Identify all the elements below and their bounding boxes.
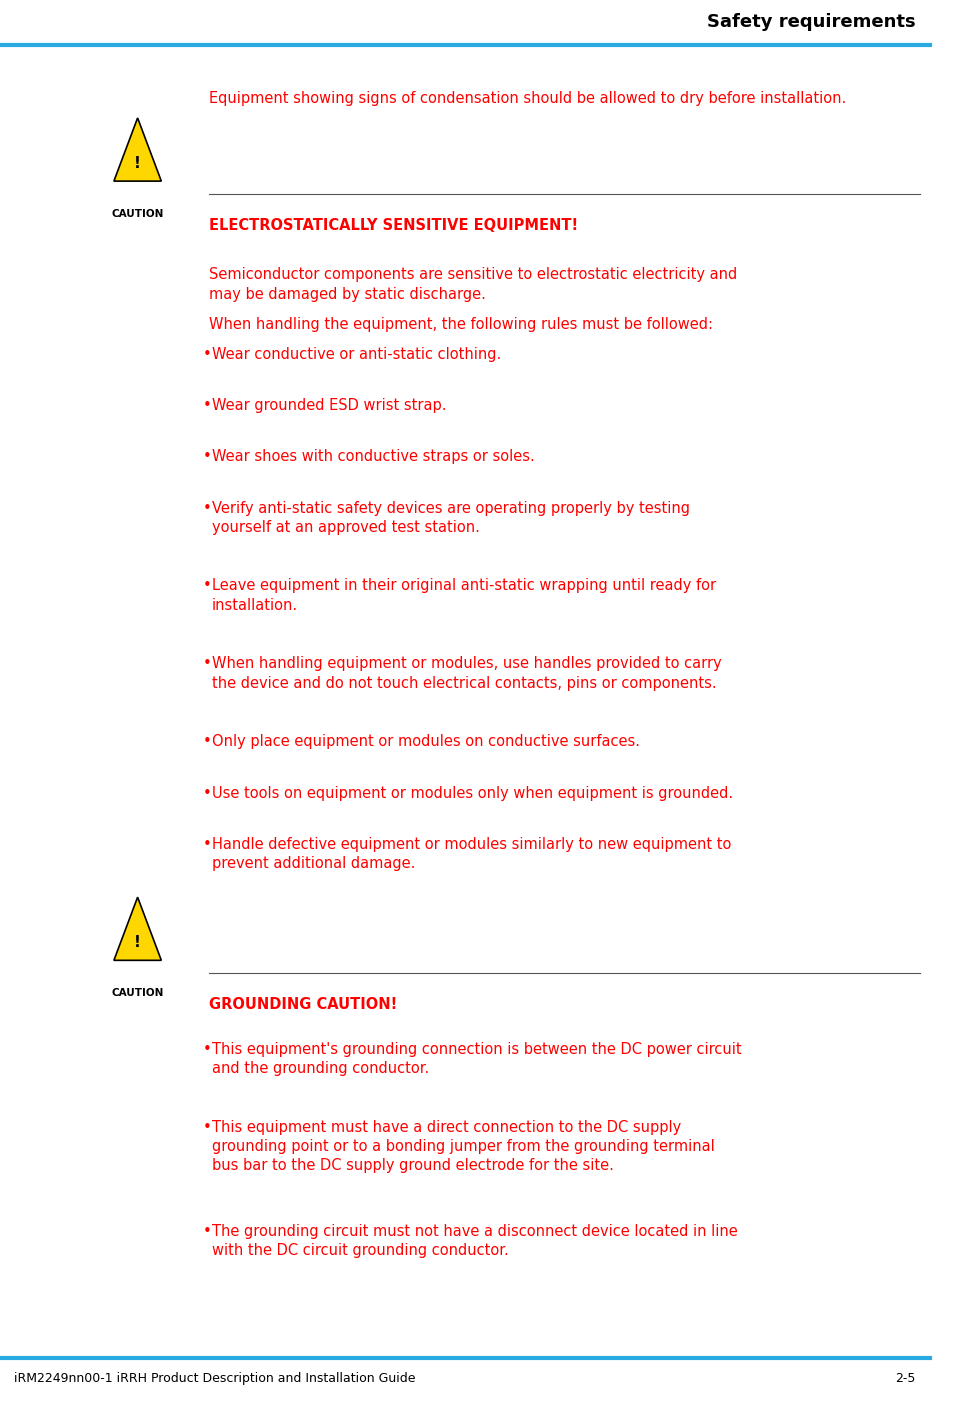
Text: This equipment must have a direct connection to the DC supply
grounding point or: This equipment must have a direct connec… <box>212 1120 714 1174</box>
Text: When handling equipment or modules, use handles provided to carry
the device and: When handling equipment or modules, use … <box>212 656 721 691</box>
Text: When handling the equipment, the following rules must be followed:: When handling the equipment, the followi… <box>209 317 712 333</box>
Text: iRM2249nn00-1 iRRH Product Description and Installation Guide: iRM2249nn00-1 iRRH Product Description a… <box>14 1372 415 1386</box>
Polygon shape <box>113 118 161 181</box>
Text: Wear grounded ESD wrist strap.: Wear grounded ESD wrist strap. <box>212 399 446 413</box>
Text: Handle defective equipment or modules similarly to new equipment to
prevent addi: Handle defective equipment or modules si… <box>212 837 731 870</box>
Text: CAUTION: CAUTION <box>111 988 163 998</box>
Text: •: • <box>202 500 211 515</box>
Text: Equipment showing signs of condensation should be allowed to dry before installa: Equipment showing signs of condensation … <box>209 91 846 107</box>
Text: 2-5: 2-5 <box>895 1372 914 1386</box>
Text: Only place equipment or modules on conductive surfaces.: Only place equipment or modules on condu… <box>212 734 640 750</box>
Text: Semiconductor components are sensitive to electrostatic electricity and
may be d: Semiconductor components are sensitive t… <box>209 267 736 302</box>
Text: •: • <box>202 734 211 750</box>
Text: •: • <box>202 1224 211 1240</box>
Text: •: • <box>202 449 211 465</box>
Text: !: ! <box>134 156 141 171</box>
Text: Safety requirements: Safety requirements <box>706 13 914 31</box>
Text: CAUTION: CAUTION <box>111 209 163 219</box>
Text: Verify anti-static safety devices are operating properly by testing
yourself at : Verify anti-static safety devices are op… <box>212 500 689 535</box>
Text: Use tools on equipment or modules only when equipment is grounded.: Use tools on equipment or modules only w… <box>212 785 733 800</box>
Text: •: • <box>202 1042 211 1057</box>
Text: •: • <box>202 347 211 362</box>
Text: ELECTROSTATICALLY SENSITIVE EQUIPMENT!: ELECTROSTATICALLY SENSITIVE EQUIPMENT! <box>209 218 578 233</box>
Text: GROUNDING CAUTION!: GROUNDING CAUTION! <box>209 997 397 1012</box>
Text: The grounding circuit must not have a disconnect device located in line
with the: The grounding circuit must not have a di… <box>212 1224 737 1258</box>
Polygon shape <box>113 897 161 960</box>
Text: Wear shoes with conductive straps or soles.: Wear shoes with conductive straps or sol… <box>212 449 534 465</box>
Text: •: • <box>202 656 211 671</box>
Text: This equipment's grounding connection is between the DC power circuit
and the gr: This equipment's grounding connection is… <box>212 1042 741 1075</box>
Text: •: • <box>202 578 211 594</box>
Text: •: • <box>202 399 211 413</box>
Text: •: • <box>202 785 211 800</box>
Text: Leave equipment in their original anti-static wrapping until ready for
installat: Leave equipment in their original anti-s… <box>212 578 715 612</box>
Text: •: • <box>202 837 211 852</box>
Text: •: • <box>202 1120 211 1134</box>
Text: Wear conductive or anti-static clothing.: Wear conductive or anti-static clothing. <box>212 347 501 362</box>
Text: !: ! <box>134 935 141 951</box>
